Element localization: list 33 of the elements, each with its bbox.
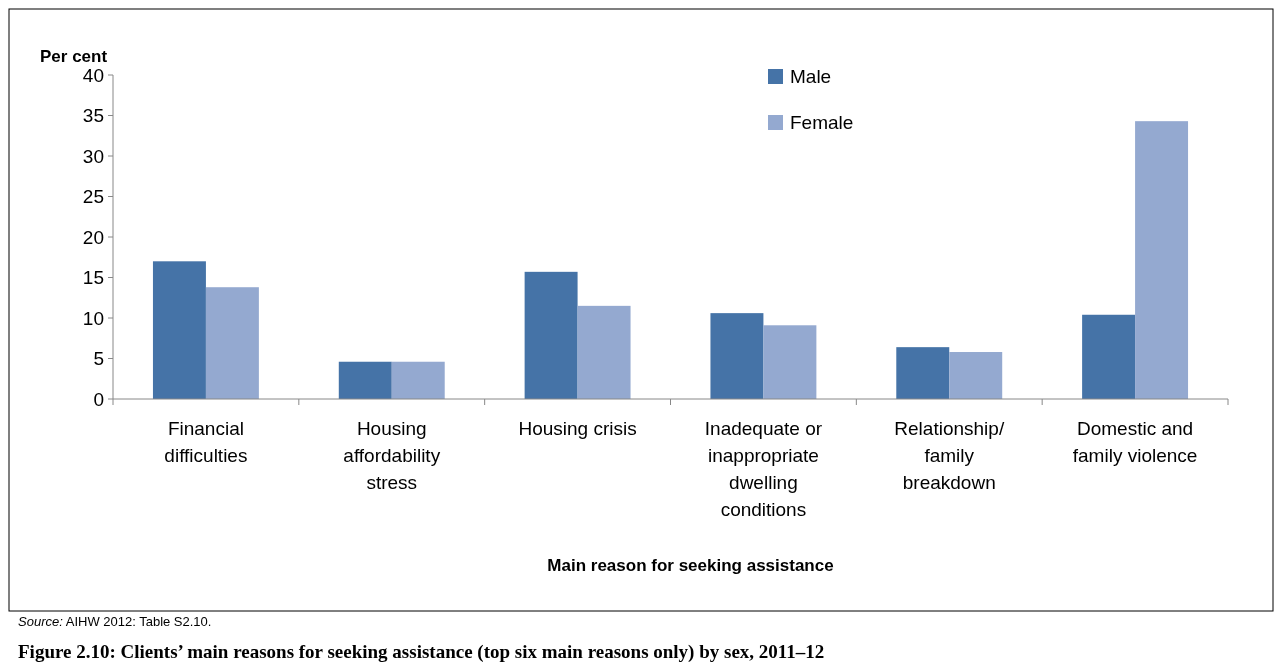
legend-label: Female <box>790 111 854 133</box>
legend-label: Male <box>790 65 832 87</box>
x-tick-label: Domestic and family violence <box>1072 418 1198 466</box>
bar <box>896 347 950 399</box>
bar <box>391 361 445 399</box>
bar <box>710 313 764 399</box>
y-tick-label: 5 <box>93 348 104 370</box>
y-tick-label: 15 <box>82 267 104 289</box>
x-tick-label: Relationship/ family breakdown <box>894 418 1005 493</box>
bar <box>763 325 817 399</box>
source-note: Source: AIHW 2012: Table S2.10. <box>18 614 212 629</box>
y-tick-label: 25 <box>82 186 104 208</box>
bar <box>338 361 392 399</box>
bar <box>152 261 206 399</box>
bar <box>1135 121 1189 399</box>
y-axis-title: Per cent <box>40 47 108 66</box>
x-tick-label: Housing affordability stress <box>343 418 441 493</box>
x-tick-label: Financial difficulties <box>164 418 248 466</box>
y-tick-label: 10 <box>82 307 104 329</box>
bar <box>1082 314 1136 399</box>
bar <box>949 352 1003 399</box>
bar <box>205 287 259 399</box>
y-tick-label: 35 <box>82 105 104 127</box>
y-tick-label: 40 <box>82 64 104 86</box>
x-tick-label: Housing crisis <box>518 418 637 439</box>
x-axis-title: Main reason for seeking assistance <box>547 556 834 575</box>
x-tick-label: Inadequate or inappropriate dwelling conditions <box>704 418 823 520</box>
y-tick-label: 0 <box>93 388 104 410</box>
bar <box>577 305 631 399</box>
y-tick-label: 30 <box>82 145 104 167</box>
y-tick-label: 20 <box>82 226 104 248</box>
text: Figure 2.10: Clients’ main reasons for seeking assistance (top six main reasons only) by sex, 2011–12 <box>18 641 825 663</box>
bar <box>524 271 578 399</box>
